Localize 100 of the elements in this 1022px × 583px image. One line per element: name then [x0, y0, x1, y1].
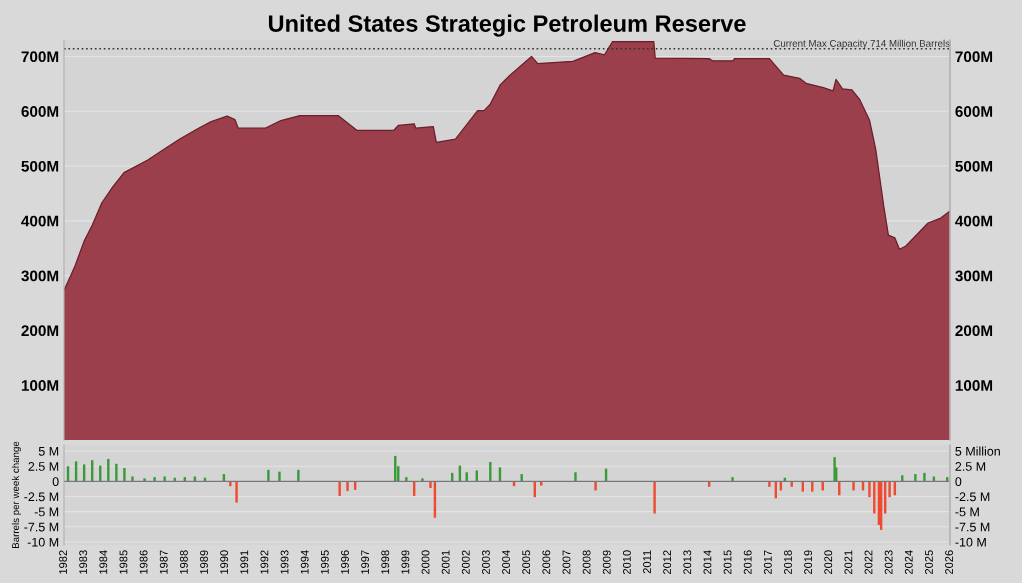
bar — [429, 481, 432, 489]
x-tick-label: 1994 — [300, 550, 309, 574]
x-tick-label: 1995 — [320, 550, 329, 574]
x-tick-label: 1997 — [361, 550, 370, 574]
bar — [868, 481, 871, 498]
x-tick-label: 2008 — [582, 550, 591, 575]
bar — [346, 481, 349, 492]
x-tick-label: 2017 — [763, 550, 772, 575]
x-tick-label: 2024 — [904, 550, 913, 575]
bar — [297, 469, 300, 482]
y-tick-label: 300M — [21, 270, 59, 282]
x-tick-label: 1985 — [119, 550, 128, 574]
bar — [653, 481, 656, 514]
y2-tick-label: -5 M — [955, 507, 979, 517]
x-tick-label: 2006 — [542, 550, 551, 575]
y2-tick-label: -10 M — [955, 537, 986, 547]
bar — [163, 476, 166, 482]
bar — [520, 474, 523, 482]
x-tick-label: 2013 — [683, 550, 692, 575]
x-tick-label: 2002 — [461, 550, 470, 575]
x-tick-label: 2020 — [824, 550, 833, 575]
y2-tick-label: 2.5 M — [955, 462, 986, 471]
bar — [107, 458, 110, 482]
bar — [229, 481, 232, 487]
y-axis-title: Barrels per week change — [11, 441, 21, 548]
y2-tick-label: 500M — [955, 160, 993, 172]
x-tick-label: 1993 — [280, 550, 289, 574]
y2-tick-label: 0 — [955, 477, 962, 487]
x-tick-label: 2019 — [804, 550, 813, 575]
y2-tick-label: 5 Million — [955, 446, 1000, 456]
bar — [405, 477, 408, 482]
x-tick-label: 2021 — [844, 550, 853, 575]
x-tick-label: 2016 — [743, 550, 752, 575]
y-tick-label: -5 M — [34, 507, 59, 517]
x-tick-label: 1990 — [220, 550, 229, 574]
x-tick-label: 2009 — [602, 550, 611, 575]
bar — [123, 468, 126, 482]
y-tick-label: 0 — [52, 477, 59, 487]
x-tick-label: 1982 — [59, 550, 67, 574]
bar — [731, 477, 734, 482]
bar — [421, 478, 424, 482]
x-tick-label: 2010 — [622, 550, 631, 575]
x-tick-label: 1996 — [341, 550, 349, 574]
x-tick-label: 2003 — [481, 550, 490, 575]
bar — [267, 469, 270, 482]
y-tick-label: -7.5 M — [24, 522, 59, 532]
x-tick-label: 1987 — [159, 550, 168, 574]
x-tick-label: 1999 — [401, 550, 410, 574]
x-tick-label: 2005 — [522, 550, 531, 575]
y2-tick-label: 600M — [955, 106, 993, 117]
x-tick-label: 2018 — [784, 550, 792, 575]
x-tick-label: 2012 — [663, 550, 672, 575]
x-tick-label: 2001 — [441, 550, 450, 575]
y2-tick-label: 100M — [955, 380, 993, 391]
x-tick-label: 1991 — [240, 550, 249, 574]
x-tick-label: 2014 — [703, 550, 712, 575]
x-tick-label: 1989 — [200, 550, 208, 574]
y-tick-label: -10 M — [27, 537, 59, 547]
bar — [235, 481, 238, 503]
bar — [338, 481, 341, 496]
y2-tick-label: -7.5 M — [955, 522, 990, 532]
y-tick-label: 600M — [21, 106, 59, 117]
y2-tick-label: 300M — [955, 270, 993, 282]
x-tick-label: 1984 — [99, 550, 108, 574]
x-tick-label: 1988 — [179, 550, 188, 574]
y-tick-label: 200M — [21, 325, 59, 337]
y-tick-label: -2.5 M — [24, 492, 59, 502]
x-tick-label: 2022 — [864, 550, 873, 575]
y2-tick-label: -2.5 M — [955, 492, 990, 502]
bar — [115, 463, 118, 482]
bar — [923, 472, 926, 482]
bar — [131, 476, 134, 482]
y-tick-label: 700M — [21, 51, 59, 63]
y-tick-label: 2.5 M — [28, 462, 59, 471]
x-tick-label: 2011 — [643, 550, 651, 574]
x-tick-label: 2026 — [945, 550, 953, 575]
bar — [574, 472, 577, 482]
x-tick-label: 2004 — [502, 550, 510, 575]
x-tick-label: 2023 — [884, 550, 893, 575]
bar — [768, 481, 771, 487]
x-tick-label: 1992 — [260, 550, 269, 574]
x-tick-label: 1986 — [139, 550, 148, 574]
y-tick-label: 100M — [21, 380, 59, 391]
bar — [914, 474, 917, 482]
bar — [153, 477, 156, 482]
bar — [278, 471, 281, 482]
ref-line-label: Current Max Capacity 714 Million Barrels — [773, 39, 950, 49]
x-tick-label: 1983 — [79, 550, 88, 574]
y2-tick-label: 700M — [955, 51, 993, 63]
y2-tick-label: 400M — [955, 215, 993, 227]
x-tick-label: 1998 — [381, 550, 390, 574]
x-tick-label: 2015 — [723, 550, 732, 575]
y-tick-label: 400M — [21, 215, 59, 227]
bar — [143, 478, 146, 482]
bar — [888, 481, 891, 498]
x-tick-label: 2007 — [562, 550, 571, 575]
bar — [852, 481, 855, 491]
x-tick-label: 2000 — [421, 550, 430, 575]
y-tick-label: 5 M — [38, 446, 59, 456]
chart-title: United States Strategic Petroleum Reserve — [268, 14, 746, 37]
